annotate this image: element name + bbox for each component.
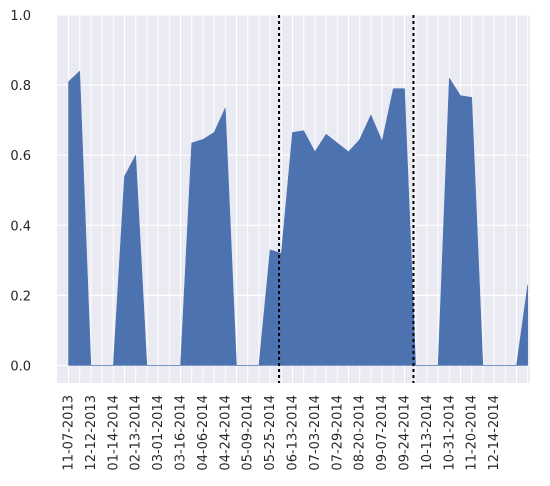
x-tick-label: 10-13-2014 — [420, 395, 435, 471]
x-tick-label: 09-24-2014 — [398, 395, 413, 471]
y-tick-label: 0.0 — [10, 359, 31, 374]
x-tick-label: 04-24-2014 — [218, 395, 233, 471]
y-tick-label: 1.0 — [10, 9, 31, 24]
y-axis: 0.0 0.2 0.4 0.6 0.8 1.0 — [10, 9, 31, 374]
x-tick-label: 02-13-2014 — [129, 395, 144, 471]
x-tick-label: 04-06-2014 — [196, 395, 211, 471]
data-area — [68, 70, 528, 366]
reference-lines — [278, 15, 415, 383]
x-tick-label: 03-01-2014 — [151, 395, 166, 471]
x-axis: 11-07-2013 12-12-2013 01-14-2014 02-13-2014… — [62, 395, 503, 471]
x-tick-label: 07-29-2014 — [330, 395, 345, 471]
x-tick-label: 10-31-2014 — [442, 395, 457, 471]
x-tick-label: 11-07-2013 — [62, 395, 77, 471]
x-tick-label: 09-07-2014 — [375, 395, 390, 471]
x-tick-label: 08-20-2014 — [353, 395, 368, 471]
x-tick-label: 06-13-2014 — [286, 395, 301, 471]
x-tick-label: 07-03-2014 — [308, 395, 323, 471]
x-tick-label: 12-12-2013 — [84, 395, 99, 471]
y-tick-label: 0.4 — [10, 219, 31, 234]
x-tick-label: 05-25-2014 — [263, 395, 278, 471]
x-tick-label: 05-09-2014 — [241, 395, 256, 471]
x-tick-label: 01-14-2014 — [106, 395, 121, 471]
y-tick-label: 0.8 — [10, 79, 31, 94]
y-tick-label: 0.6 — [10, 149, 31, 164]
y-tick-label: 0.2 — [10, 289, 31, 304]
x-tick-label: 11-20-2014 — [465, 395, 480, 471]
area-series — [68, 70, 528, 366]
x-tick-label: 03-16-2014 — [174, 395, 189, 471]
x-tick-label: 12-14-2014 — [487, 395, 502, 471]
